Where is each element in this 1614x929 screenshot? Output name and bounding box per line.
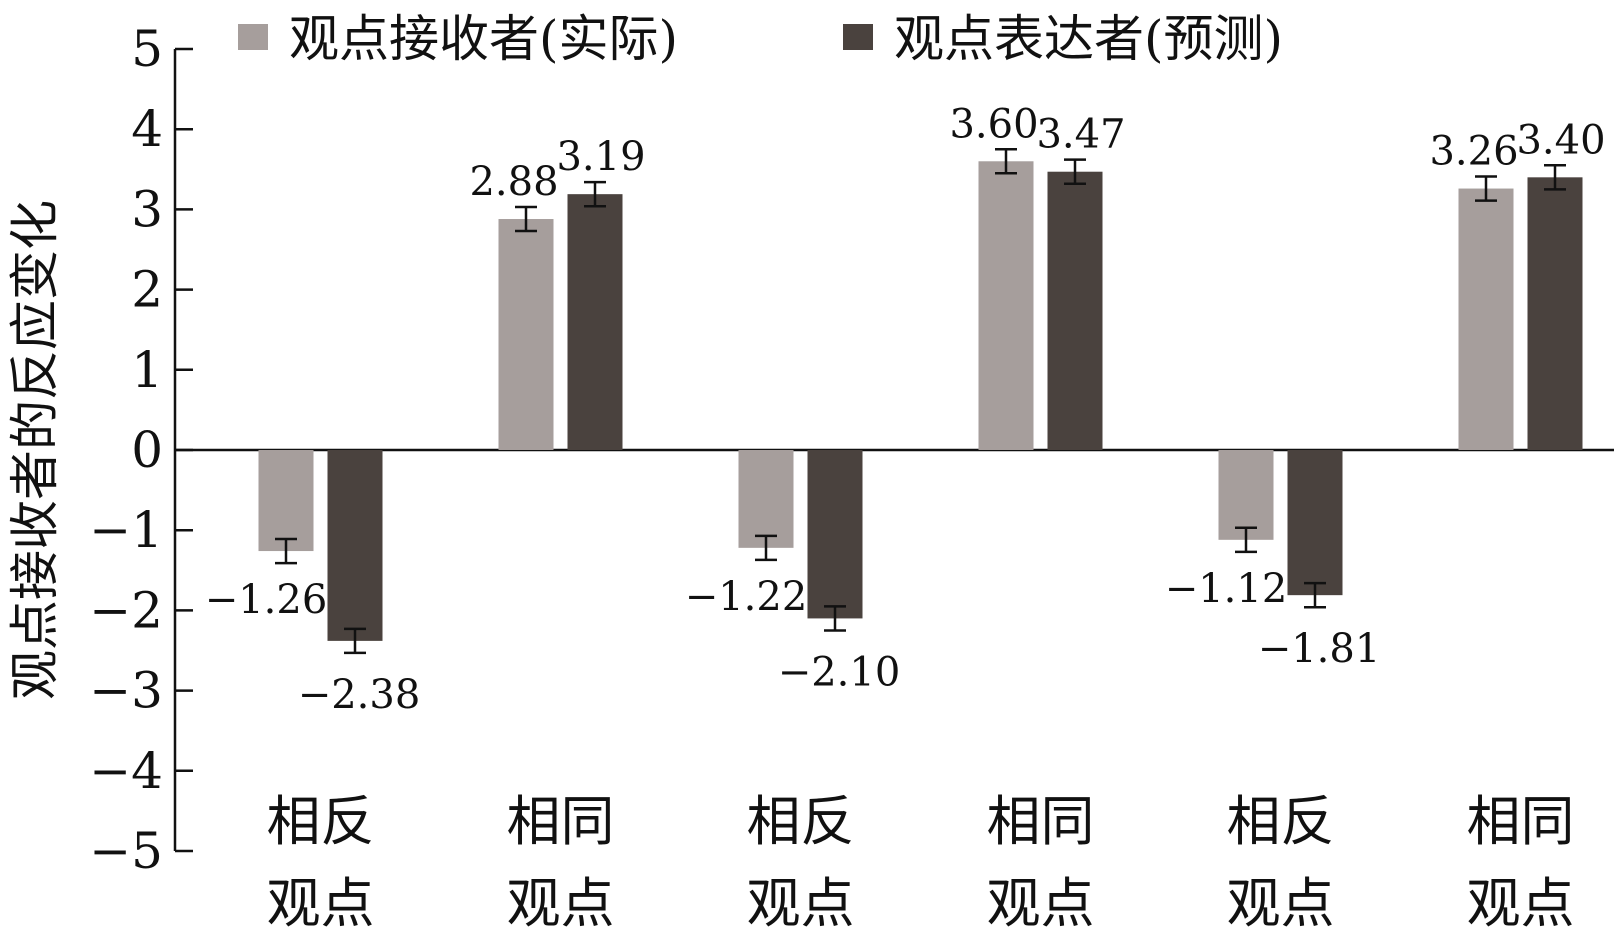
category-label: 观点 — [1467, 872, 1575, 929]
y-tick-label: 5 — [131, 20, 163, 78]
y-tick-label: 2 — [131, 261, 163, 319]
data-label: 3.26 — [1429, 129, 1518, 175]
category-label: 相反 — [1227, 790, 1335, 853]
axes: 5 4 3 2 1 0 −1 −2 −3 −4 −5 — [89, 20, 1614, 880]
category-label: 相同 — [1467, 790, 1575, 853]
legend-label: 观点接收者(实际) — [289, 10, 678, 68]
data-label: 3.60 — [949, 101, 1038, 147]
data-label: 3.19 — [556, 134, 645, 180]
bar — [1047, 171, 1103, 450]
bar — [258, 450, 314, 552]
bar — [978, 161, 1034, 450]
y-tick-label: 3 — [131, 180, 163, 238]
category-label: 相反 — [747, 790, 855, 853]
data-label: −1.26 — [205, 577, 328, 623]
bar — [1527, 177, 1583, 450]
bar — [498, 219, 554, 450]
y-tick-label: −3 — [89, 662, 163, 720]
bar — [807, 450, 863, 619]
bars — [258, 148, 1583, 655]
y-tick-label: −1 — [89, 501, 163, 559]
data-label: −2.38 — [298, 672, 421, 718]
data-label: −1.81 — [1258, 626, 1381, 672]
legend-label: 观点表达者(预测) — [894, 10, 1283, 68]
y-tick-label: 4 — [131, 100, 163, 158]
bar — [738, 450, 794, 548]
bar — [327, 450, 383, 641]
category-label: 观点 — [987, 872, 1095, 929]
data-label: 2.88 — [469, 159, 558, 205]
y-tick-label: −4 — [89, 742, 163, 800]
data-label: −2.10 — [778, 649, 901, 695]
data-label: 3.40 — [1516, 117, 1605, 163]
category-label: 相同 — [507, 790, 615, 853]
data-labels: −1.26 2.88 −1.22 3.60 −1.12 3.26 −2.38 3.19 −2.1… — [205, 101, 1606, 718]
legend: 观点接收者(实际) 观点表达者(预测) — [238, 10, 1283, 68]
y-axis-title: 观点接收者的反应变化 — [6, 200, 64, 700]
category-label: 相同 — [987, 790, 1095, 853]
y-tick-label: 1 — [131, 341, 163, 399]
bar — [1218, 450, 1274, 540]
bar — [1458, 188, 1514, 450]
data-label: −1.12 — [1165, 566, 1288, 612]
legend-swatch — [238, 24, 268, 50]
category-label: 观点 — [1227, 872, 1335, 929]
data-label: −1.22 — [685, 574, 808, 620]
data-label: 3.47 — [1036, 112, 1125, 158]
y-tick-label: −5 — [89, 822, 163, 880]
y-tick-label: 0 — [131, 421, 163, 479]
legend-swatch — [843, 24, 873, 50]
category-label: 相反 — [267, 790, 375, 853]
category-label: 观点 — [747, 872, 855, 929]
category-label: 观点 — [507, 872, 615, 929]
category-label: 观点 — [267, 872, 375, 929]
bar — [1287, 450, 1343, 596]
y-tick-label: −2 — [89, 581, 163, 639]
bar — [567, 194, 623, 450]
